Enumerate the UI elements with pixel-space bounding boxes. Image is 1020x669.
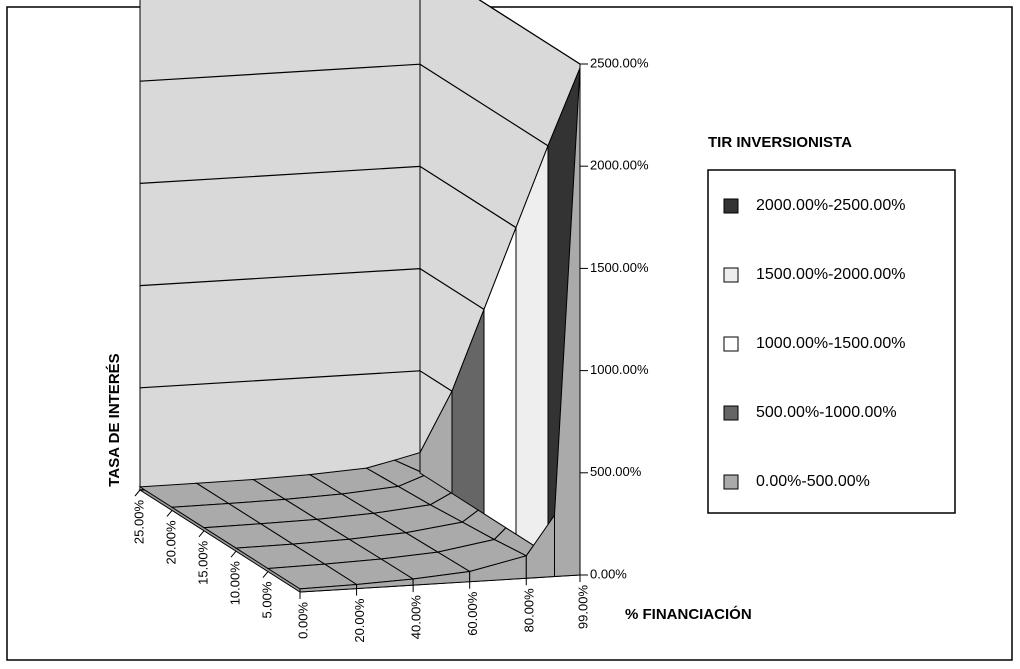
y-tick-label: 25.00% <box>131 500 146 545</box>
legend-title: TIR INVERSIONISTA <box>708 134 852 151</box>
y-tick <box>166 510 173 517</box>
x-tick-label: 20.00% <box>352 598 367 643</box>
z-tick-label: 500.00% <box>590 464 642 479</box>
legend-swatch <box>723 198 739 214</box>
legend-swatch <box>723 336 739 352</box>
x-tick-label: 40.00% <box>409 595 424 640</box>
z-tick-label: 2500.00% <box>590 55 649 70</box>
y-tick <box>198 530 205 538</box>
y-tick-label: 5.00% <box>259 581 274 618</box>
legend-swatch <box>723 267 739 283</box>
grid-line <box>478 0 581 65</box>
x-tick-label: 0.00% <box>295 602 310 639</box>
y-tick-label: 15.00% <box>195 540 210 585</box>
z-tick-label: 0.00% <box>590 566 627 581</box>
z-tick-label: 1000.00% <box>590 362 649 377</box>
y-axis-title: TASA DE INTERÉS <box>106 353 123 486</box>
legend-swatch <box>723 405 739 421</box>
x-tick-label: 60.00% <box>465 591 480 636</box>
y-tick <box>230 550 237 558</box>
legend-label: 0.00%-500.00% <box>756 473 870 490</box>
x-axis-title: % FINANCIACIÓN <box>625 605 752 623</box>
legend-label: 2000.00%-2500.00% <box>756 197 905 214</box>
x-tick-label: 99.00% <box>575 585 590 630</box>
x-tick-label: 80.00% <box>522 588 537 633</box>
legend-label: 1500.00%-2000.00% <box>756 266 905 283</box>
grid-line <box>139 63 581 167</box>
y-tick <box>134 489 141 497</box>
legend-label: 500.00%-1000.00% <box>756 404 897 421</box>
y-tick-label: 20.00% <box>163 520 178 565</box>
z-tick-label: 1500.00% <box>590 260 649 275</box>
y-tick <box>262 571 269 578</box>
z-tick-label: 2000.00% <box>590 158 649 173</box>
back-wall <box>139 0 421 491</box>
legend-label: 1000.00%-1500.00% <box>756 335 905 352</box>
y-tick-label: 10.00% <box>227 561 242 606</box>
legend-box <box>707 169 956 514</box>
legend-swatch <box>723 474 739 490</box>
